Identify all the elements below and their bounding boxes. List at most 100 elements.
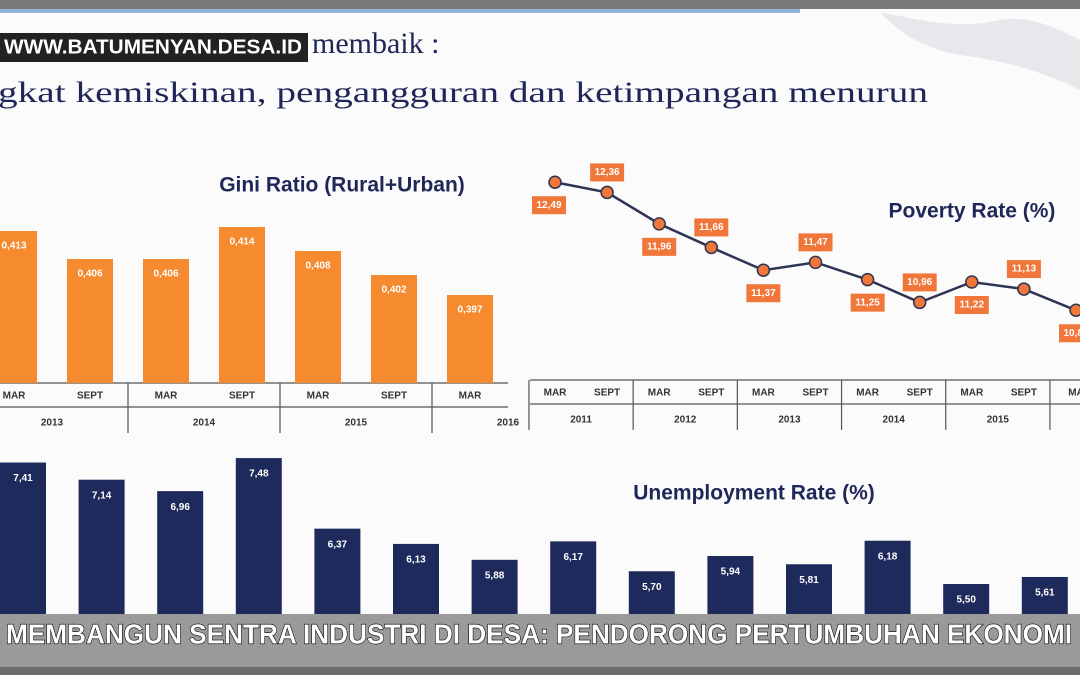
x-tick-label: MAR	[960, 388, 984, 399]
bar	[0, 231, 37, 383]
watermark: WWW.BATUMENYAN.DESA.ID	[4, 36, 302, 58]
value-label-bg	[954, 296, 989, 314]
heading-line: membaik :	[312, 27, 439, 60]
x-group-label: 2013	[41, 418, 64, 429]
marker	[548, 175, 562, 189]
x-tick-label: MA	[1068, 388, 1080, 399]
bar	[143, 259, 189, 383]
top-band	[0, 0, 1080, 9]
top-accent	[0, 9, 800, 13]
x-group-label: 2011	[570, 415, 592, 426]
x-tick-label: MAR	[856, 388, 880, 399]
value-label: 11,37	[751, 288, 776, 299]
x-group-label: 2014	[883, 415, 906, 426]
bar	[67, 259, 113, 383]
marker	[860, 272, 875, 287]
value-label: 11,25	[855, 297, 880, 308]
x-group-label: 2015	[345, 418, 368, 429]
x-tick-label: MAR	[752, 388, 776, 399]
x-tick-label: MAR	[544, 388, 568, 399]
x-tick-label: SEPT	[802, 388, 828, 399]
marker	[704, 240, 719, 255]
value-label-bg	[798, 233, 833, 252]
value-label: 0,402	[381, 285, 406, 296]
value-label: 0,408	[305, 261, 330, 272]
x-tick-label: MAR	[307, 391, 331, 402]
value-label: 6,13	[406, 555, 426, 566]
bar	[219, 227, 265, 383]
x-tick-label: SEPT	[698, 388, 724, 399]
x-group-label: 2016	[497, 418, 520, 429]
value-label: 7,41	[13, 473, 33, 484]
value-label-bg	[694, 218, 729, 237]
value-label: 7,48	[249, 469, 269, 480]
value-label: 0,414	[229, 237, 254, 248]
value-label-bg	[1006, 260, 1041, 279]
value-label-bg	[850, 293, 885, 312]
chart-title: Gini Ratio (Rural+Urban)	[219, 174, 465, 197]
value-label: 6,18	[878, 551, 898, 562]
value-label: 6,96	[170, 502, 190, 513]
value-label: 5,88	[485, 570, 505, 581]
value-label: 12,36	[595, 167, 620, 178]
chart-title: Poverty Rate (%)	[889, 200, 1056, 223]
x-tick-label: SEPT	[1011, 388, 1037, 399]
bottom-band	[0, 667, 1080, 675]
x-tick-label: MAR	[3, 391, 27, 402]
x-tick-label: MAR	[648, 388, 672, 399]
value-label-bg	[642, 237, 677, 256]
caption-band	[0, 614, 1080, 668]
value-label: 0,413	[1, 241, 26, 252]
chart-title: Unemployment Rate (%)	[633, 482, 875, 505]
value-label: 6,17	[563, 552, 583, 563]
value-label-bg	[902, 273, 937, 292]
x-tick-label: MAR	[155, 391, 179, 402]
value-label: 11,66	[699, 222, 724, 233]
value-label: 10,86	[1063, 328, 1080, 339]
marker	[756, 263, 771, 277]
x-tick-label: SEPT	[229, 391, 255, 402]
x-tick-label: SEPT	[594, 388, 620, 399]
value-label: 5,70	[642, 582, 662, 593]
bar	[371, 275, 417, 383]
marker	[1017, 282, 1031, 296]
value-label: 7,14	[92, 490, 112, 501]
value-label: 5,94	[721, 567, 741, 578]
x-group-label: 2014	[193, 418, 216, 429]
value-label: 5,61	[1035, 588, 1055, 599]
value-label: 11,22	[960, 300, 985, 311]
map-decoration	[880, 12, 1080, 90]
x-tick-label: SEPT	[381, 391, 407, 402]
x-tick-label: SEPT	[77, 391, 103, 402]
caption: MEMBANGUN SENTRA INDUSTRI DI DESA: PENDO…	[6, 618, 1072, 649]
value-label: 0,397	[457, 305, 482, 316]
marker	[808, 255, 823, 270]
x-group-label: 2012	[674, 415, 697, 426]
value-label: 0,406	[153, 269, 178, 280]
value-label: 6,37	[328, 539, 348, 550]
value-label-bg	[532, 196, 566, 215]
value-label-bg	[746, 284, 781, 303]
marker	[600, 185, 614, 200]
value-label: 11,47	[803, 237, 828, 248]
value-label-bg	[590, 163, 625, 182]
marker	[912, 295, 927, 310]
watermark-bg	[0, 33, 308, 62]
x-group-label: 2015	[987, 415, 1010, 426]
x-group-label: 2013	[778, 415, 801, 426]
value-label: 11,96	[647, 241, 672, 252]
value-label: 12,49	[536, 200, 561, 211]
value-label: 5,50	[956, 595, 976, 606]
marker	[1069, 303, 1080, 318]
value-label: 11,13	[1012, 264, 1037, 275]
marker	[965, 275, 979, 289]
x-tick-label: MAR	[459, 391, 483, 402]
heading-line: gkat kemiskinan, pengangguran dan ketimp…	[0, 76, 928, 109]
value-label: 5,81	[799, 575, 819, 586]
marker	[652, 217, 666, 231]
value-label: 10,96	[907, 277, 932, 288]
bar	[447, 295, 493, 383]
bar	[295, 251, 341, 383]
value-label-bg	[1059, 324, 1080, 343]
